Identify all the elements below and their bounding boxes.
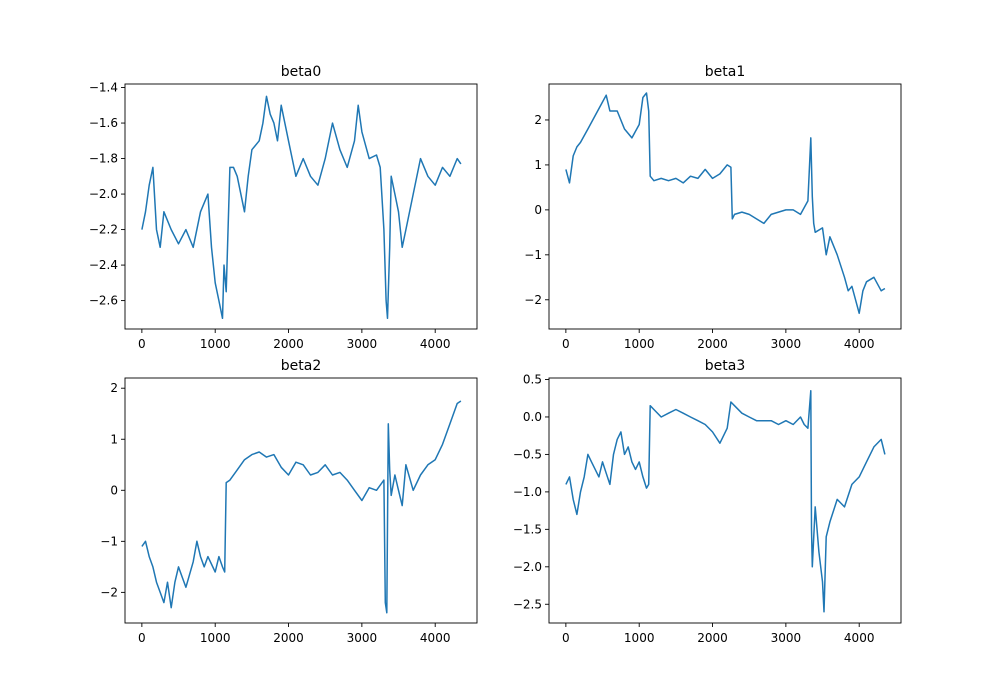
y-tick-label: 0.5 [523, 372, 542, 386]
x-tick-label: 0 [562, 337, 570, 351]
y-tick-label: −2.2 [89, 223, 118, 237]
x-tick-label: 3000 [771, 631, 802, 645]
x-tick-label: 1000 [200, 631, 231, 645]
x-tick-label: 1000 [624, 631, 655, 645]
x-tick-label: 0 [138, 337, 146, 351]
x-tick-label: 4000 [420, 337, 451, 351]
y-tick-label: −2.0 [513, 560, 542, 574]
series-line-beta2 [141, 400, 462, 614]
y-tick-label: −1 [100, 534, 118, 548]
subplot-title: beta1 [705, 64, 745, 80]
subplot-beta2: beta2 0 1000 2000 3000 4000 −2 −1 0 1 2 [100, 358, 478, 645]
series-line-beta0 [141, 95, 462, 320]
x-tick-label: 2000 [697, 337, 728, 351]
plot-frame [548, 377, 902, 624]
y-tick-label: 0.0 [523, 410, 542, 424]
subplot-title: beta3 [705, 358, 745, 374]
y-tick-label: −2.5 [513, 597, 542, 611]
y-tick-label: −1.4 [89, 81, 118, 95]
y-tick-label: 1 [110, 432, 118, 446]
x-tick-label: 4000 [420, 631, 451, 645]
y-tick-label: −2.0 [89, 187, 118, 201]
x-tick-label: 3000 [347, 631, 378, 645]
y-tick-label: 0 [534, 203, 542, 217]
y-tick-label: −2.4 [89, 258, 118, 272]
series-line-beta1 [565, 92, 886, 315]
y-tick-label: −0.5 [513, 447, 542, 461]
y-tick-label: −2 [100, 585, 118, 599]
x-tick-label: 0 [138, 631, 146, 645]
y-tick-label: 0 [110, 483, 118, 497]
y-tick-label: 1 [534, 158, 542, 172]
x-tick-label: 0 [562, 631, 570, 645]
series-line-beta3 [565, 389, 886, 613]
y-tick-label: −2.6 [89, 294, 118, 308]
subplot-beta0: beta0 0 1000 2000 3000 4000 −2.6 −2.4 −2.2 −2.0 −1… [89, 64, 478, 351]
y-tick-label: 2 [110, 381, 118, 395]
x-tick-label: 2000 [273, 631, 304, 645]
y-tick-label: −1.8 [89, 152, 118, 166]
y-tick-label: −2 [524, 293, 542, 307]
x-tick-label: 1000 [624, 337, 655, 351]
x-tick-label: 3000 [771, 337, 802, 351]
x-tick-label: 4000 [844, 631, 875, 645]
x-tick-label: 2000 [697, 631, 728, 645]
subplot-title: beta2 [281, 358, 321, 374]
subplot-title: beta0 [281, 64, 321, 80]
y-tick-label: 2 [534, 113, 542, 127]
subplot-beta3: beta3 0 1000 2000 3000 4000 −2.5 −2.0 −1.5 −1.0 −0… [513, 358, 902, 645]
x-tick-label: 1000 [200, 337, 231, 351]
x-tick-label: 2000 [273, 337, 304, 351]
plot-frame [548, 83, 902, 330]
x-tick-label: 3000 [347, 337, 378, 351]
plot-frame [124, 377, 478, 624]
y-tick-label: −1 [524, 248, 542, 262]
subplot-beta1: beta1 0 1000 2000 3000 4000 −2 −1 0 1 2 [524, 64, 902, 351]
y-tick-label: −1.0 [513, 485, 542, 499]
plot-frame [124, 83, 478, 330]
y-tick-label: −1.5 [513, 522, 542, 536]
y-tick-label: −1.6 [89, 116, 118, 130]
x-tick-label: 4000 [844, 337, 875, 351]
